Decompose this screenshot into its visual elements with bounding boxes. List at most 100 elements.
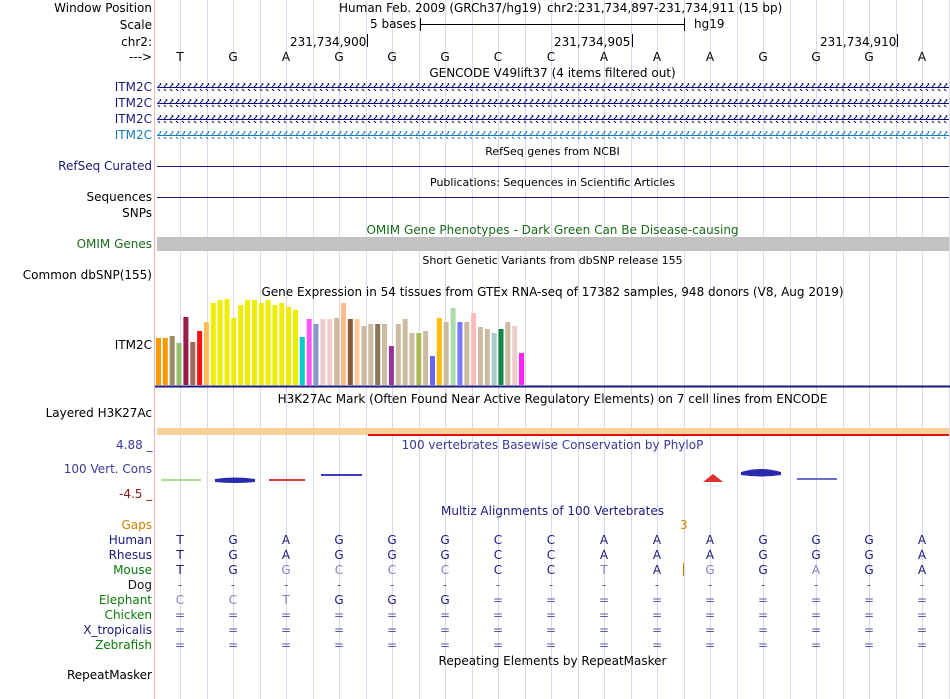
gtex-tissue-bar[interactable] [238, 305, 244, 385]
gtex-tissue-bar[interactable] [251, 300, 257, 385]
gtex-tissue-bar[interactable] [334, 318, 340, 385]
gtex-tissue-bar[interactable] [505, 322, 511, 385]
gtex-tissue-bar[interactable] [375, 324, 381, 385]
conservation-track-title[interactable]: 100 vertebrates Basewise Conservation by… [401, 438, 704, 452]
gtex-tissue-bar[interactable] [450, 308, 456, 385]
dbsnp-track-label[interactable]: Common dbSNP(155) [22, 268, 152, 282]
gencode-transcript-line[interactable] [157, 115, 949, 123]
omim-gene-bar[interactable] [157, 237, 949, 251]
gencode-item-label[interactable]: ITM2C [114, 80, 152, 94]
gtex-tissue-bar[interactable] [197, 331, 203, 385]
gtex-tissue-bar[interactable] [320, 319, 326, 385]
gencode-item-label[interactable]: ITM2C [114, 128, 152, 142]
gtex-tissue-bar[interactable] [306, 319, 312, 385]
gencode-item-label[interactable]: ITM2C [114, 112, 152, 126]
gtex-tissue-bar[interactable] [464, 322, 470, 385]
gtex-tissue-bar[interactable] [299, 337, 305, 385]
gtex-tissue-bar[interactable] [203, 322, 209, 385]
gtex-tissue-bar[interactable] [388, 346, 394, 385]
gtex-tissue-bar[interactable] [354, 319, 360, 385]
gtex-tissue-bar[interactable] [519, 353, 524, 385]
gencode-transcript-line[interactable] [157, 83, 949, 91]
species-label[interactable]: Mouse [113, 563, 152, 577]
species-label[interactable]: Rhesus [108, 548, 152, 562]
gtex-tissue-bar[interactable] [340, 303, 346, 385]
gtex-tissue-bar[interactable] [258, 303, 264, 385]
gtex-tissue-bar[interactable] [162, 338, 168, 385]
gtex-tissue-bar[interactable] [382, 324, 387, 385]
gtex-tissue-bar[interactable] [156, 338, 161, 385]
gtex-tissue-bar[interactable] [217, 300, 223, 385]
species-label[interactable]: X_tropicalis [83, 623, 152, 637]
gtex-tissue-bar[interactable] [272, 305, 278, 385]
gtex-tissue-bar[interactable] [368, 324, 374, 385]
gtex-tissue-bar[interactable] [498, 329, 504, 385]
gtex-tissue-bar[interactable] [423, 331, 429, 385]
gaps-label[interactable]: Gaps [121, 518, 152, 532]
gencode-track-title[interactable]: GENCODE V49lift37 (4 items filtered out) [429, 66, 676, 80]
gencode-transcript-line[interactable] [157, 131, 949, 139]
h3k27ac-track-title[interactable]: H3K27Ac Mark (Often Found Near Active Re… [277, 392, 828, 406]
gtex-tissue-bar[interactable] [395, 324, 401, 385]
gtex-tissue-bar[interactable] [512, 326, 518, 385]
h3k27ac-track-label[interactable]: Layered H3K27Ac [45, 406, 152, 420]
gtex-tissue-bar[interactable] [484, 329, 490, 385]
multiz-track-title[interactable]: Multiz Alignments of 100 Vertebrates [440, 504, 665, 518]
gencode-transcripts[interactable] [157, 80, 949, 142]
snps-track-label[interactable]: SNPs [122, 206, 152, 220]
gtex-track-title[interactable]: Gene Expression in 54 tissues from GTEx … [261, 285, 844, 299]
gtex-tissue-bar[interactable] [409, 333, 415, 385]
gtex-tissue-bar[interactable] [293, 310, 298, 385]
refseq-gene-line[interactable] [157, 166, 949, 167]
gtex-tissue-bar[interactable] [313, 324, 319, 385]
gtex-tissue-bar[interactable] [286, 307, 292, 385]
omim-track-title[interactable]: OMIM Gene Phenotypes - Dark Green Can Be… [366, 223, 739, 237]
species-label[interactable]: Human [108, 533, 152, 547]
gtex-tissue-bar[interactable] [245, 300, 250, 385]
gtex-tissue-bar[interactable] [327, 319, 333, 385]
gtex-expression-chart[interactable] [155, 299, 950, 388]
h3k27ac-signal[interactable] [157, 428, 949, 435]
dbsnp-track-title[interactable]: Short Genetic Variants from dbSNP releas… [422, 254, 683, 267]
gtex-tissue-bar[interactable] [430, 356, 435, 385]
refseq-track-title[interactable]: RefSeq genes from NCBI [485, 145, 620, 158]
publications-track-title[interactable]: Publications: Sequences in Scientific Ar… [430, 176, 675, 189]
species-label[interactable]: Zebrafish [95, 638, 152, 652]
gtex-track-label[interactable]: ITM2C [114, 338, 152, 352]
conservation-track-label[interactable]: 100 Vert. Cons [63, 462, 152, 476]
gtex-tissue-bar[interactable] [471, 313, 477, 385]
gtex-tissue-bar[interactable] [443, 322, 449, 385]
gtex-tissue-bar[interactable] [190, 342, 196, 385]
gtex-tissue-bar[interactable] [231, 318, 237, 385]
gtex-tissue-bar[interactable] [361, 326, 367, 385]
gtex-tissue-bar[interactable] [402, 319, 408, 385]
refseq-track-label[interactable]: RefSeq Curated [58, 159, 152, 173]
repeatmasker-track-title[interactable]: Repeating Elements by RepeatMasker [438, 654, 667, 668]
gtex-tissue-bar[interactable] [477, 327, 483, 385]
sequences-track-label[interactable]: Sequences [86, 190, 152, 204]
h3k27ac-signal-line [368, 434, 949, 436]
base-letter: A [705, 50, 715, 64]
gtex-tissue-bar[interactable] [347, 319, 353, 385]
conservation-logo[interactable] [157, 462, 949, 488]
gtex-tissue-bar[interactable] [183, 317, 189, 385]
species-label[interactable]: Chicken [104, 608, 152, 622]
species-label[interactable]: Dog [127, 578, 152, 592]
position-text[interactable]: chr2:231,734,897-231,734,911 (15 bp) [547, 1, 783, 15]
omim-track-label[interactable]: OMIM Genes [76, 237, 152, 251]
gtex-tissue-bar[interactable] [279, 303, 285, 385]
gtex-tissue-bar[interactable] [210, 303, 216, 385]
repeatmasker-track-label[interactable]: RepeatMasker [66, 668, 152, 682]
gencode-item-label[interactable]: ITM2C [114, 96, 152, 110]
gtex-tissue-bar[interactable] [265, 300, 271, 385]
gtex-tissue-bar[interactable] [491, 333, 497, 385]
gencode-transcript-line[interactable] [157, 99, 949, 107]
gtex-tissue-bar[interactable] [416, 333, 422, 385]
publications-line[interactable] [157, 197, 949, 198]
gtex-tissue-bar[interactable] [436, 318, 442, 385]
gtex-tissue-bar[interactable] [457, 322, 463, 385]
gtex-tissue-bar[interactable] [224, 299, 230, 385]
gtex-tissue-bar[interactable] [169, 336, 175, 385]
species-label[interactable]: Elephant [98, 593, 152, 607]
gtex-tissue-bar[interactable] [176, 343, 182, 385]
